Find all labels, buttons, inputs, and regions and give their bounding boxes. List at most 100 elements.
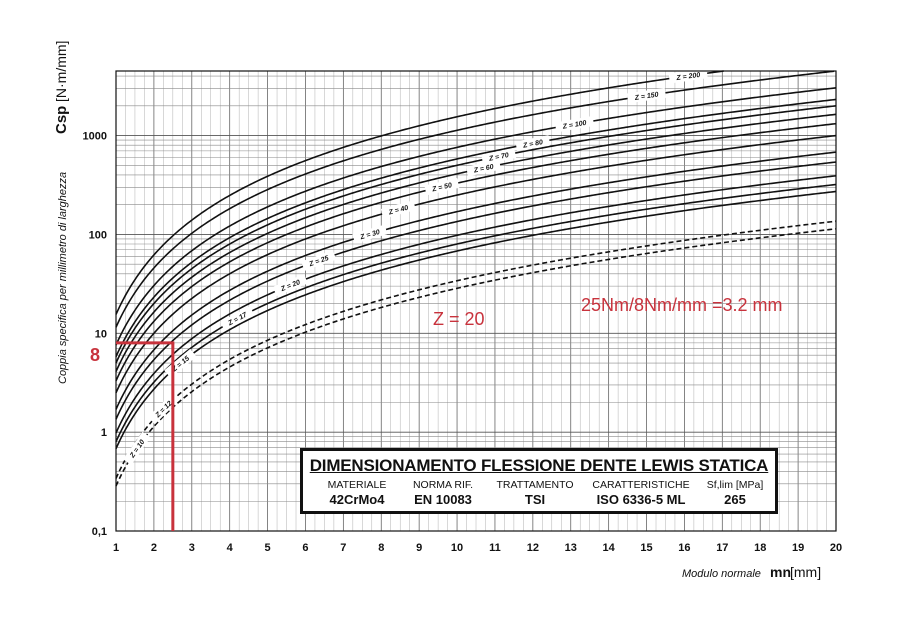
- x-tick-label: 2: [151, 542, 157, 554]
- curve-label-bg: [352, 224, 388, 244]
- curve-label-bg: [481, 148, 517, 165]
- curve-z-70: [115, 105, 837, 364]
- x-tick-label: 14: [603, 542, 616, 554]
- curve-label-text: Z = 50: [431, 182, 453, 194]
- curve-label-bg: [626, 87, 667, 104]
- x-tick-label: 15: [640, 542, 652, 554]
- info-col-characteristics: CARATTERISTICHE ISO 6336-5 ML: [587, 479, 695, 507]
- curve-label-bg: [220, 306, 255, 331]
- curve-label-text: Z = 100: [561, 120, 587, 131]
- info-col-header: NORMA RIF.: [412, 479, 474, 491]
- curve-z-30: [115, 151, 837, 410]
- info-col-header: MATERIALE: [327, 479, 387, 491]
- z-annotation: Z = 20: [433, 309, 485, 329]
- x-axis-symbol: mn: [770, 564, 791, 580]
- curve-z-15: [115, 190, 837, 450]
- info-col-material: MATERIALE 42CrMo4: [317, 479, 397, 507]
- y-axis-ticks: 0,1 1 10 100 1000: [83, 131, 107, 538]
- x-tick-label: 12: [527, 542, 539, 554]
- x-tick-label: 16: [678, 542, 690, 554]
- curve-label-bg: [147, 393, 179, 425]
- curve-z-200: [115, 70, 724, 315]
- curve-label-bg: [123, 431, 151, 466]
- calc-annotation: 25Nm/8Nm/mm =3.2 mm: [581, 295, 783, 315]
- curve-z-20: [115, 174, 837, 434]
- x-tick-label: 3: [189, 542, 195, 554]
- chart-curves: [115, 70, 837, 487]
- y-tick-label: 10: [95, 328, 107, 340]
- curve-label-bg: [466, 159, 502, 177]
- x-tick-label: 1: [113, 542, 119, 554]
- x-axis-unit: [mm]: [790, 564, 821, 580]
- curve-z-150: [115, 70, 835, 328]
- curve-label: Z = 80: [515, 135, 551, 152]
- x-tick-label: 20: [830, 542, 842, 554]
- info-box: DIMENSIONAMENTO FLESSIONE DENTE LEWIS ST…: [300, 448, 778, 514]
- y-tick-label: 1: [101, 427, 107, 439]
- curve-label: Z = 20: [272, 274, 308, 296]
- curve-label: Z = 25: [301, 250, 337, 271]
- curve-label-text: Z = 60: [472, 164, 494, 175]
- y-axis-label: Coppia specifica per millimetro di largh…: [57, 172, 69, 384]
- x-tick-label: 18: [754, 542, 766, 554]
- x-tick-label: 6: [302, 542, 308, 554]
- curve-label-text: Z = 30: [359, 229, 381, 242]
- x-tick-label: 7: [340, 542, 346, 554]
- info-col-treatment: TRATTAMENTO TSI: [489, 479, 581, 507]
- info-col-value: 265: [724, 492, 746, 507]
- curve-label-bg: [424, 177, 460, 196]
- curve-label-text: Z = 70: [487, 152, 509, 163]
- curve-z-12: [115, 220, 837, 479]
- curve-label: Z = 200: [668, 68, 708, 84]
- curve-label-bg: [380, 200, 416, 219]
- curve-label-text: Z = 200: [675, 72, 701, 82]
- info-col-header: Sf,lim [MPa]: [706, 479, 764, 491]
- x-tick-label: 9: [416, 542, 422, 554]
- red-annotation: 8 Z = 20 25Nm/8Nm/mm =3.2 mm: [90, 295, 783, 531]
- curve-label: Z = 150: [626, 87, 667, 104]
- info-col-header: TRATTAMENTO: [496, 479, 574, 491]
- curve-label: Z = 40: [380, 200, 416, 219]
- info-col-value: TSI: [524, 492, 546, 507]
- info-col-sflim: Sf,lim [MPa] 265: [699, 479, 771, 507]
- info-col-header: CARATTERISTICHE: [592, 479, 690, 491]
- curve-label-bg: [272, 274, 308, 296]
- curve-label: Z = 60: [466, 159, 502, 177]
- x-tick-label: 11: [489, 542, 501, 554]
- x-tick-label: 10: [451, 542, 463, 554]
- y-axis-unit: [N·m/mm]: [53, 41, 69, 102]
- curve-z-50: [115, 122, 837, 382]
- curve-label-bg: [515, 135, 551, 152]
- highlight-y-value: 8: [90, 345, 100, 365]
- curve-label-text: Z = 80: [522, 139, 544, 150]
- curve-label: Z = 50: [424, 177, 460, 196]
- info-col-value: EN 10083: [414, 492, 472, 507]
- curve-z-40: [115, 134, 837, 394]
- x-tick-label: 8: [378, 542, 384, 554]
- x-tick-label: 13: [565, 542, 577, 554]
- y-tick-label: 0,1: [92, 526, 107, 538]
- curve-label: Z = 100: [554, 115, 595, 133]
- x-tick-label: 17: [716, 542, 728, 554]
- y-tick-label: 1000: [83, 131, 107, 143]
- plot-frame: [115, 70, 837, 532]
- y-tick-label: 100: [89, 229, 107, 241]
- curve-label-bg: [554, 115, 595, 133]
- x-tick-label: 5: [265, 542, 271, 554]
- curve-z-25: [115, 161, 837, 420]
- curve-z-80: [115, 98, 837, 357]
- info-col-value: 42CrMo4: [329, 492, 385, 507]
- info-box-title: DIMENSIONAMENTO FLESSIONE DENTE LEWIS ST…: [309, 456, 769, 475]
- curve-label: Z = 70: [481, 148, 517, 165]
- y-axis-symbol: Csp: [53, 106, 70, 134]
- x-tick-label: 4: [227, 542, 234, 554]
- curve-label-text: Z = 150: [633, 91, 659, 102]
- curve-label-text: Z = 40: [387, 205, 409, 217]
- curve-z-100: [115, 87, 837, 346]
- curve-label-bg: [668, 68, 708, 84]
- info-col-standard: NORMA RIF. EN 10083: [407, 479, 479, 507]
- info-col-value: ISO 6336-5 ML: [596, 492, 686, 507]
- x-axis-ticks: 1 2 3 4 5 6 7 8 9 10 11 12 13 14 15 16 17 18 19 20: [113, 542, 842, 554]
- x-axis-label: Modulo normale: [682, 568, 761, 580]
